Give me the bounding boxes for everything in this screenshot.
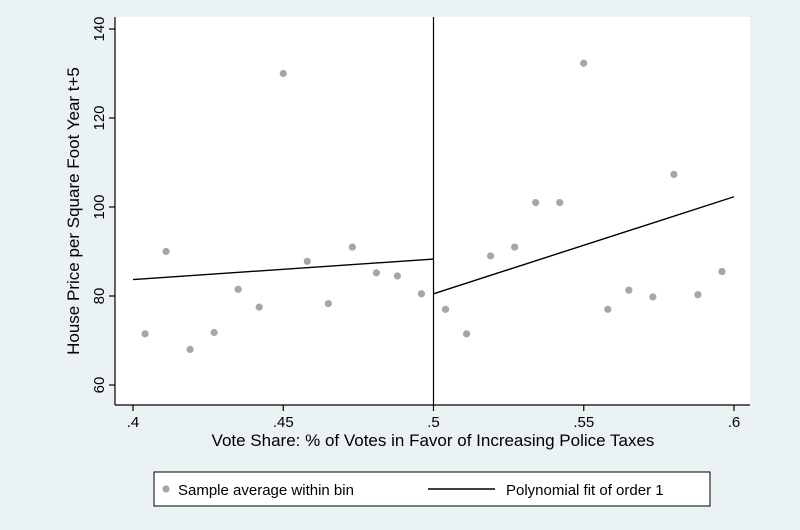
data-point	[486, 252, 495, 260]
x-tick-label: .45	[273, 414, 294, 431]
y-axis-label: House Price per Square Foot Year t+5	[64, 67, 83, 355]
x-axis-label: Vote Share: % of Votes in Favor of Incre…	[212, 431, 655, 450]
data-point	[372, 269, 381, 277]
data-point	[210, 328, 218, 337]
data-point	[604, 305, 612, 313]
y-tick-label: 120	[91, 105, 108, 130]
data-point	[511, 243, 519, 251]
data-point	[718, 267, 726, 276]
legend-label-scatter: Sample average within bin	[178, 482, 354, 499]
fit-line-segment	[132, 258, 434, 281]
axes: 60 80 100 120 140 .4 .45 .5 .55 .6	[91, 16, 750, 431]
x-tick-label: .6	[728, 414, 741, 431]
data-point	[393, 272, 402, 280]
plot-area	[115, 17, 750, 405]
data-point	[417, 290, 426, 298]
data-point	[162, 247, 170, 256]
y-tick-label: 80	[91, 288, 108, 305]
x-tick-label: .55	[573, 414, 594, 431]
data-point	[324, 299, 332, 308]
scatter-points	[141, 59, 726, 353]
legend-marker-scatter	[162, 485, 170, 493]
x-tick-label: .5	[427, 414, 440, 431]
data-point	[441, 305, 450, 313]
data-point	[141, 330, 149, 338]
data-point	[348, 243, 356, 251]
data-point	[694, 291, 702, 299]
data-point	[625, 286, 633, 294]
data-point	[255, 303, 263, 311]
data-point	[279, 69, 287, 78]
legend: Sample average within bin Polynomial fit…	[153, 471, 711, 507]
data-point	[234, 285, 242, 293]
y-tick-label: 140	[91, 16, 108, 41]
data-point	[303, 257, 311, 265]
data-point	[462, 330, 471, 338]
fit-lines	[132, 196, 735, 295]
x-tick-label: .4	[127, 414, 140, 431]
data-point	[532, 198, 540, 207]
fit-line-segment	[433, 196, 735, 295]
y-tick-label: 60	[91, 377, 108, 394]
data-point	[670, 170, 678, 179]
data-point	[649, 293, 657, 301]
data-point	[580, 59, 588, 67]
data-point	[186, 345, 194, 353]
data-point	[556, 198, 564, 207]
y-tick-label: 100	[91, 194, 108, 219]
legend-label-fit: Polynomial fit of order 1	[506, 482, 664, 499]
